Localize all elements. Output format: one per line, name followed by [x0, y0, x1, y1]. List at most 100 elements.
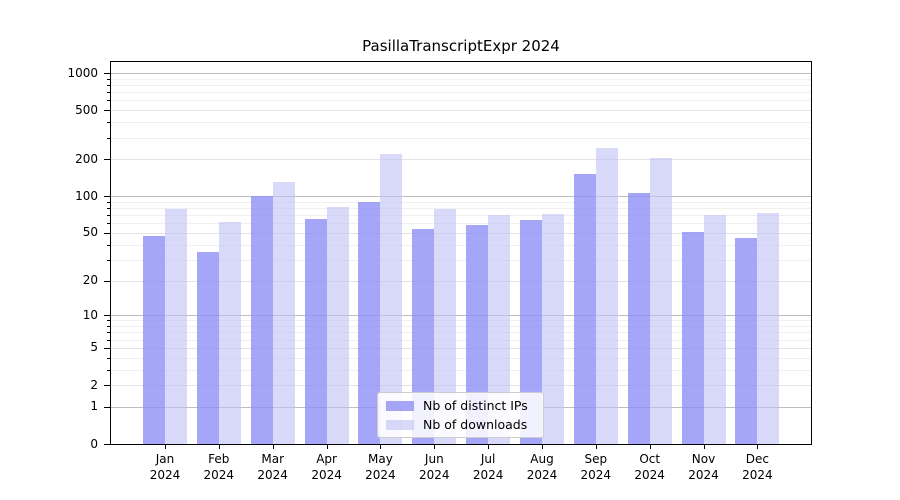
bar-downloads — [218, 222, 241, 444]
x-axis-tick-label: Nov 2024 — [674, 451, 734, 483]
y-tick — [104, 196, 110, 198]
bar-distinct-ips — [573, 173, 596, 444]
y-gridline — [111, 315, 811, 317]
bar-distinct-ips — [304, 219, 327, 444]
y-tick-minor — [107, 215, 110, 217]
bar-distinct-ips — [520, 219, 542, 444]
y-gridline-minor — [111, 100, 811, 102]
x-tick — [272, 445, 274, 449]
y-gridline — [111, 73, 811, 74]
x-axis-tick-label-year: 2024 — [580, 468, 612, 482]
x-axis-tick-label: Jan 2024 — [135, 451, 195, 483]
x-axis-tick-label: Oct 2024 — [620, 451, 680, 483]
y-tick-minor — [107, 244, 110, 246]
x-axis-tick-label: Feb 2024 — [189, 451, 249, 483]
x-tick — [326, 445, 328, 449]
x-tick — [488, 445, 490, 449]
y-gridline-minor — [111, 320, 811, 322]
x-axis-tick-label-year: 2024 — [634, 468, 665, 482]
x-axis-tick-label: Sep 2024 — [566, 451, 626, 483]
y-gridline — [111, 110, 811, 112]
y-tick-minor — [107, 137, 110, 139]
x-axis-tick-label-year: 2024 — [742, 468, 773, 482]
bar-downloads — [488, 215, 511, 444]
y-tick-minor — [107, 320, 110, 322]
bar-downloads — [595, 148, 618, 444]
x-axis-tick-label: Aug 2024 — [512, 451, 572, 483]
y-tick — [104, 347, 110, 349]
x-tick — [542, 445, 543, 449]
bar-distinct-ips — [412, 228, 435, 444]
y-gridline — [111, 232, 811, 234]
bar-downloads — [380, 154, 403, 444]
y-tick-minor — [107, 122, 110, 124]
y-gridline-minor — [111, 201, 811, 203]
x-tick — [165, 445, 166, 449]
y-gridline-minor — [111, 259, 811, 261]
y-tick — [104, 73, 110, 74]
y-tick-minor — [107, 326, 110, 327]
y-gridline-minor — [111, 339, 811, 341]
y-tick — [104, 385, 110, 386]
y-tick — [104, 110, 110, 112]
y-gridline-minor — [111, 78, 811, 80]
x-axis-tick-label-year: 2024 — [311, 468, 342, 482]
x-axis-tick-label-year: 2024 — [203, 468, 235, 482]
x-tick — [649, 445, 651, 449]
y-tick-minor — [107, 201, 110, 203]
y-gridline-minor — [111, 357, 811, 359]
y-axis-tick-label: 1 — [90, 399, 98, 414]
y-tick — [104, 406, 110, 408]
x-axis-tick-label-year: 2024 — [472, 468, 504, 482]
legend-swatch-distinct-ips-icon — [386, 400, 414, 411]
y-axis-tick-label: 0 — [90, 436, 98, 451]
y-axis-tick-label: 500 — [75, 102, 98, 117]
y-gridline — [111, 347, 811, 349]
y-axis-tick-label: 1000 — [67, 65, 98, 80]
y-gridline — [111, 159, 811, 161]
y-tick — [104, 232, 110, 234]
x-axis-tick-label-year: 2024 — [149, 468, 181, 482]
y-gridline-minor — [111, 369, 811, 371]
y-gridline-minor — [111, 223, 811, 225]
bar-distinct-ips — [735, 238, 758, 444]
x-axis-tick-label: Jul 2024 — [458, 451, 518, 483]
x-axis-tick-label-year: 2024 — [257, 468, 288, 482]
bar-downloads — [434, 209, 457, 444]
x-axis-tick-label-year: 2024 — [419, 468, 450, 482]
bar-distinct-ips — [681, 231, 704, 444]
bar-downloads — [542, 214, 564, 444]
y-tick-minor — [107, 357, 110, 359]
bar-distinct-ips — [466, 225, 489, 444]
bar-distinct-ips — [196, 251, 219, 444]
legend-label-downloads: Nb of downloads — [423, 417, 528, 432]
y-gridline-minor — [111, 92, 811, 94]
y-axis-tick-label: 100 — [75, 188, 98, 203]
y-tick-minor — [107, 332, 110, 334]
y-tick — [104, 159, 110, 161]
y-axis-tick-label: 5 — [90, 340, 98, 355]
x-axis-tick-label-year: 2024 — [365, 468, 396, 482]
y-tick — [104, 280, 110, 282]
x-tick — [380, 445, 382, 449]
bar-downloads — [326, 207, 349, 444]
y-tick — [104, 444, 110, 445]
y-gridline-minor — [111, 244, 811, 246]
y-gridline — [111, 385, 811, 386]
bar-distinct-ips — [358, 201, 381, 444]
bar-downloads — [703, 215, 726, 444]
y-gridline — [111, 280, 811, 282]
legend-item-downloads: Nb of downloads — [386, 417, 535, 432]
legend-label-distinct-ips: Nb of distinct IPs — [423, 398, 528, 413]
x-tick — [757, 445, 759, 449]
legend-swatch-downloads-icon — [386, 419, 414, 430]
y-tick-minor — [107, 100, 110, 102]
legend: Nb of distinct IPs Nb of downloads — [377, 392, 544, 438]
bar-distinct-ips — [627, 192, 650, 444]
x-tick — [595, 445, 597, 449]
x-tick — [703, 445, 705, 449]
y-tick-minor — [107, 85, 110, 86]
x-axis-tick-label: Apr 2024 — [297, 451, 357, 483]
y-gridline-minor — [111, 215, 811, 217]
